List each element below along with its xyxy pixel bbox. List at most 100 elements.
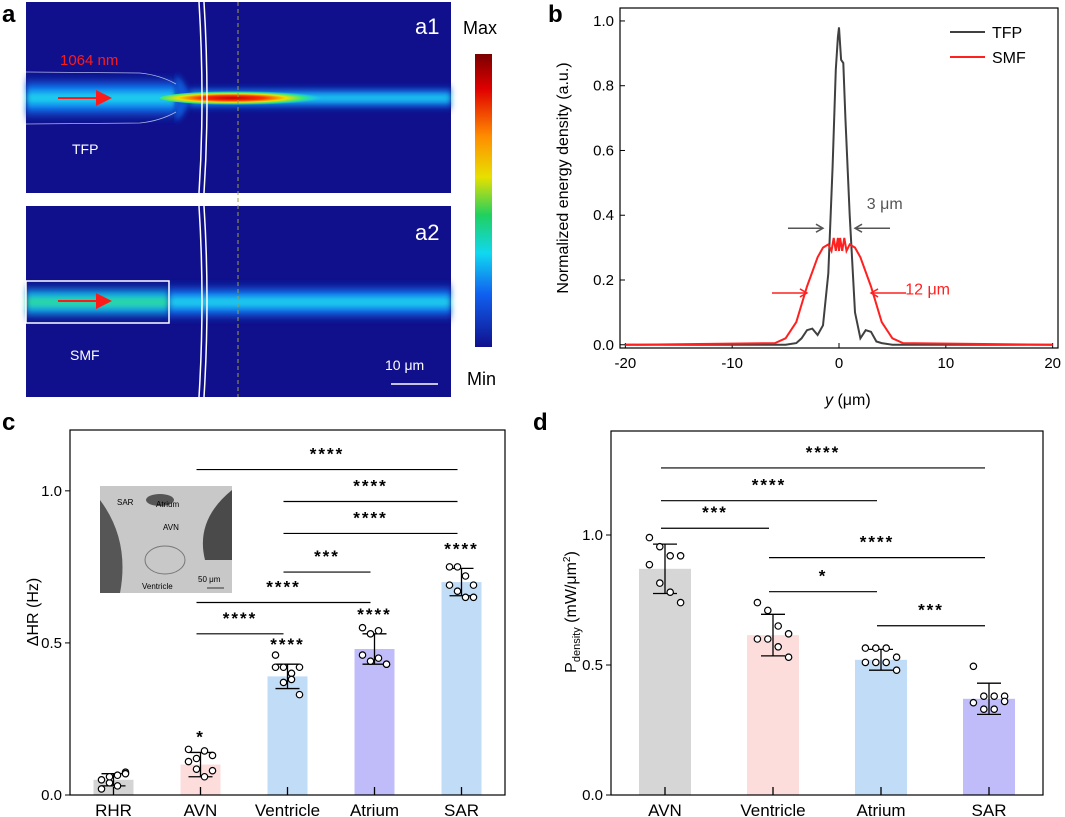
data-point: [184, 745, 193, 754]
y-tick-label: 0.6: [593, 142, 614, 159]
error-bar: [449, 567, 474, 597]
panel-b-ylabel: Normalized energy density (a.u.): [555, 62, 572, 293]
inset-label-sar: SAR: [117, 498, 134, 507]
data-point: [774, 622, 783, 630]
data-point: [990, 692, 999, 701]
data-point: [1000, 697, 1009, 706]
data-point: [655, 542, 664, 551]
data-point: [882, 644, 891, 652]
colorbar-max-label: Max: [463, 18, 497, 38]
data-point: [366, 657, 375, 665]
data-point: [453, 587, 462, 596]
data-point: [871, 658, 880, 667]
data-point: [979, 705, 988, 714]
smf-label: SMF: [70, 347, 100, 363]
x-tick-label: Atrium: [856, 801, 905, 817]
data-point: [200, 772, 209, 781]
data-point: [184, 757, 193, 766]
x-tick-label: Ventricle: [255, 801, 320, 817]
plot-frame: [619, 7, 1059, 349]
y-tick-label: 0.0: [582, 787, 603, 804]
data-point: [445, 581, 454, 589]
data-point: [113, 771, 122, 780]
x-tick-label: -10: [721, 355, 743, 372]
data-point: [208, 751, 217, 760]
data-point: [192, 754, 201, 763]
panel-label-b: b: [548, 1, 563, 28]
error-bar: [761, 613, 785, 657]
panel-c-ylabel: ΔHR (Hz): [25, 578, 42, 646]
data-point: [469, 581, 478, 589]
significance-stars: ****: [357, 605, 391, 624]
data-point: [358, 623, 367, 632]
sublabel-a2: a2: [415, 220, 439, 245]
focus-hotspot: [160, 91, 340, 105]
legend-label: TFP: [992, 25, 1022, 42]
x-tick-label: RHR: [95, 801, 132, 817]
data-point: [192, 765, 201, 773]
error-bar: [101, 773, 126, 787]
series-line-tfp: [625, 27, 1053, 346]
data-point: [382, 660, 391, 669]
x-tick-label: Ventricle: [740, 801, 805, 817]
data-point: [676, 598, 685, 607]
data-point: [871, 644, 880, 652]
data-point: [366, 629, 375, 638]
panel-label-d: d: [533, 409, 548, 436]
error-bar: [275, 663, 300, 690]
data-point: [358, 651, 367, 659]
data-point: [645, 533, 654, 542]
data-point: [861, 658, 870, 667]
width-arrows: [771, 288, 907, 298]
y-tick-label: 1.0: [582, 527, 603, 544]
smf-outline: [25, 280, 170, 324]
significance-stars: ****: [353, 476, 387, 495]
tissue-shadow: [100, 500, 123, 593]
data-point: [374, 654, 383, 662]
significance-stars: ****: [444, 539, 478, 558]
data-point: [271, 663, 280, 672]
y-tick-label: 0.8: [593, 78, 614, 95]
tissue-shadow: [202, 490, 232, 560]
data-point: [676, 551, 685, 560]
sublabel-a1: a1: [415, 14, 439, 39]
y-tick-label: 0.0: [593, 337, 614, 354]
data-point: [105, 779, 114, 787]
data-point: [200, 747, 209, 755]
data-point: [279, 678, 288, 687]
x-tick-label: SAR: [972, 801, 1007, 817]
data-point: [969, 698, 978, 707]
x-tick-label: 10: [937, 355, 954, 372]
x-tick-label: AVN: [648, 801, 682, 817]
y-tick-label: 0.4: [593, 207, 614, 224]
data-point: [666, 551, 675, 560]
significance-stars: ***: [918, 601, 944, 620]
width-annotation: 12 μm: [905, 282, 950, 299]
significance-stars: ****: [266, 577, 300, 596]
panel-a: a 1064 nm TFP a1 SMF a2 10 μm Max: [2, 1, 497, 398]
error-bar: [188, 751, 213, 778]
data-point: [97, 775, 106, 784]
data-point: [892, 653, 901, 662]
data-point: [969, 662, 978, 671]
data-point: [208, 766, 217, 775]
panel-c-chart: 0.0 0.5 1.0 RHR AVN * Ventricle **** Atrium **** S…: [41, 429, 506, 817]
significance-stars: ***: [314, 547, 340, 566]
data-point: [113, 782, 122, 790]
series-line-smf: [625, 237, 1053, 346]
significance-stars: ****: [752, 476, 786, 495]
data-point: [287, 669, 296, 678]
wavelength-label: 1064 nm: [60, 52, 118, 69]
y-tick-label: 1.0: [41, 483, 62, 500]
data-point: [979, 692, 988, 701]
error-bar: [977, 682, 1001, 716]
tapered-fiber-outline: [25, 71, 177, 125]
data-point: [453, 563, 462, 571]
tissue-shadow: [146, 494, 174, 506]
data-point: [784, 629, 793, 638]
data-point: [655, 579, 664, 587]
data-point: [990, 705, 999, 714]
width-arrows: [787, 223, 891, 233]
panel-b-chart: -20 -10 0 10 20 0.0 0.2 0.4 0.6 0.8 1.0 3 μm 12 μm TF…: [593, 7, 1061, 372]
